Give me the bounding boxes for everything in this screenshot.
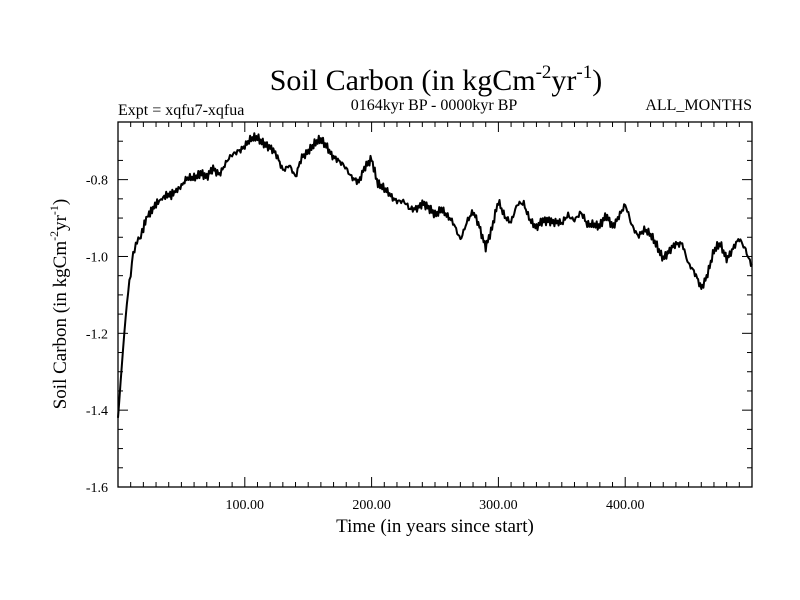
x-tick-label: 200.00 <box>352 498 391 513</box>
series-line-soil-carbon <box>117 132 753 418</box>
y-tick-labels: -1.6 -1.4 -1.2 -1.0 -0.8 <box>86 174 108 496</box>
y-axis-label-mid: yr <box>50 214 71 231</box>
plot-frame <box>117 121 753 488</box>
y-tick-label: -1.0 <box>86 250 108 265</box>
time-range-label: 0164kyr BP - 0000kyr BP <box>351 97 518 114</box>
axis-ticks <box>117 121 753 488</box>
y-axis-label-sup2: -1 <box>47 205 61 215</box>
chart-title: Soil Carbon (in kgCm-2yr-1) <box>270 62 603 97</box>
chart-title-sup2: -1 <box>576 62 592 83</box>
x-tick-labels: 100.00 200.00 300.00 400.00 <box>226 498 645 513</box>
experiment-label: Expt = xqfu7-xqfua <box>118 102 244 119</box>
chart-title-main: Soil Carbon (in kgCm <box>270 64 536 97</box>
x-axis-label: Time (in years since start) <box>336 516 534 537</box>
chart-title-mid: yr <box>551 64 576 97</box>
chart-title-sup1: -2 <box>536 62 552 83</box>
y-tick-label: -1.4 <box>86 404 108 419</box>
chart-title-end: ) <box>592 64 602 97</box>
y-tick-label: -0.8 <box>86 174 108 189</box>
x-tick-label: 400.00 <box>606 498 645 513</box>
x-tick-label: 100.00 <box>226 498 265 513</box>
y-axis-label: Soil Carbon (in kgCm-2yr-1) <box>47 199 71 410</box>
y-tick-label: -1.6 <box>86 481 108 496</box>
y-axis-label-sup1: -2 <box>47 231 61 241</box>
y-axis-label-main: Soil Carbon (in kgCm <box>50 241 71 410</box>
months-label: ALL_MONTHS <box>645 97 752 114</box>
y-axis-label-end: ) <box>50 199 71 205</box>
y-tick-label: -1.2 <box>86 327 108 342</box>
x-tick-label: 300.00 <box>479 498 518 513</box>
